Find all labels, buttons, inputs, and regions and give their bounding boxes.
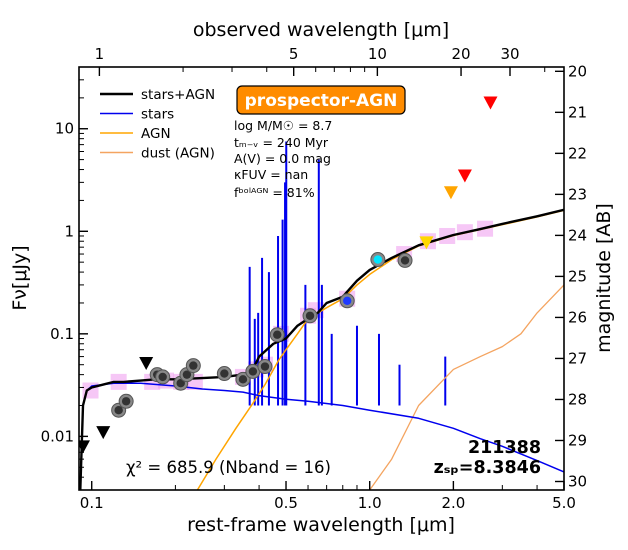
x-axis-title: rest-frame wavelength [μm]: [187, 514, 455, 536]
y-tick-label: 0.1: [50, 325, 74, 343]
detection-point: [373, 255, 383, 264]
param-age: tₘ₋ᵥ = 240 Myr: [234, 135, 329, 150]
mag-tick-label: 20: [568, 62, 587, 80]
chi2-annotation: χ² = 685.9 (Nband = 16): [126, 458, 331, 477]
x2-tick-label: 20: [452, 45, 471, 63]
detection-point: [305, 311, 315, 320]
prospector-agn-badge: [236, 85, 406, 115]
x2-axis-title: observed wavelength [μm]: [193, 19, 449, 41]
upper-limit-marker: [483, 96, 498, 110]
x2-tick-label: 5: [289, 45, 299, 63]
legend: stars+AGN stars AGN dust (AGN): [100, 87, 215, 162]
x-tick-label: 2.0: [441, 494, 465, 512]
mag-tick-label: 24: [568, 226, 587, 244]
detection-point: [189, 361, 198, 370]
detection-point: [400, 256, 410, 265]
param-mass: log M/M☉ = 8.7: [234, 118, 332, 133]
mag-tick-label: 28: [568, 390, 587, 408]
detection-point: [176, 379, 185, 388]
x-tick-label: 0.1: [80, 494, 104, 512]
mag-tick-label: 21: [568, 103, 587, 121]
y-tick-label: 0.01: [41, 427, 74, 445]
plot-area: [79, 96, 564, 490]
x-tick-label: 1.0: [358, 494, 382, 512]
redshift-label: zₛₚ=8.3846: [434, 458, 541, 478]
axis-ticks: 0.1 0.5 1.0 2.0 5.0 1 5 10 20 30 0.01 0.1 1 10 20 21 22 2…: [41, 45, 588, 512]
param-kappa: κFUV = nan: [234, 167, 308, 182]
object-id: 211388: [468, 438, 541, 458]
legend-label: AGN: [141, 126, 171, 142]
x-tick-label: 5.0: [552, 494, 576, 512]
emission-lines: [248, 141, 447, 406]
y-tick-label: 10: [55, 120, 74, 138]
param-av: A(V) = 0.0 mag: [234, 151, 331, 166]
plot-frame: [78, 66, 565, 491]
upper-limit-marker: [96, 426, 111, 440]
x2-tick-label: 1: [95, 45, 105, 63]
x-tick-label: 0.5: [274, 494, 298, 512]
detection-point: [114, 406, 123, 415]
photometry-points: [79, 96, 498, 454]
x2-tick-label: 30: [500, 45, 519, 63]
detection-point: [238, 375, 248, 384]
legend-label: dust (AGN): [141, 146, 215, 162]
y-axis-title: Fν[μJy]: [9, 245, 31, 310]
upper-limit-marker: [139, 356, 154, 370]
detection-point: [260, 362, 270, 371]
series-group: [79, 208, 564, 490]
mag-tick-label: 27: [568, 349, 587, 367]
detection-point: [273, 330, 282, 339]
upper-limit-marker: [457, 169, 472, 183]
legend-label: stars+AGN: [141, 87, 215, 103]
param-fagn: fᵇᵒˡᴬᴳᴺ = 81%: [234, 185, 315, 200]
mag-tick-label: 22: [568, 144, 587, 162]
detection-point: [220, 369, 229, 378]
mag-tick-label: 29: [568, 431, 587, 449]
mag-tick-label: 23: [568, 185, 587, 203]
y2-axis-title: magnitude [AB]: [593, 203, 615, 353]
detection-point: [158, 372, 167, 382]
series-stars-agn: [79, 208, 564, 490]
legend-label: stars: [141, 107, 174, 123]
detection-point: [248, 367, 258, 376]
x2-tick-label: 10: [368, 45, 387, 63]
mag-tick-label: 30: [568, 473, 587, 491]
upper-limit-marker: [79, 440, 90, 454]
mag-tick-label: 25: [568, 267, 587, 285]
upper-limit-marker: [443, 186, 458, 200]
detection-point: [121, 397, 131, 406]
upper-limit-marker: [419, 236, 434, 250]
mag-tick-label: 26: [568, 308, 587, 326]
detection-point: [343, 296, 352, 305]
series-dust-agn: [369, 284, 564, 490]
y-tick-label: 1: [64, 222, 74, 240]
badge-label: prospector-AGN: [245, 91, 398, 111]
detection-point: [182, 370, 192, 379]
